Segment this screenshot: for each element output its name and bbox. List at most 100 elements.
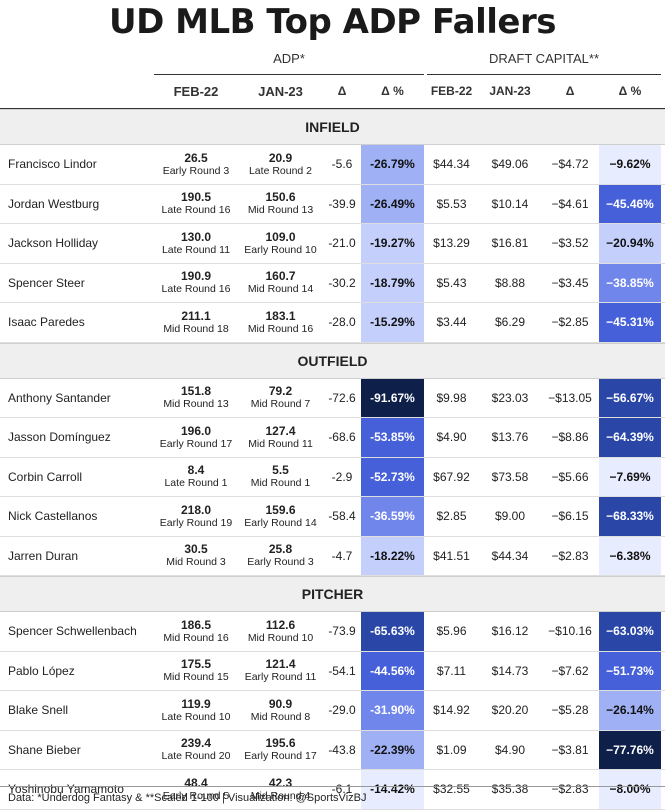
- adp-delta-pct-cell: -91.67%: [361, 378, 424, 417]
- jan-capital-column-header: JAN-23: [489, 84, 531, 98]
- capital-delta-pct-cell: −26.14%: [599, 691, 661, 730]
- feb-capital-cell: $13.29: [433, 236, 470, 251]
- jan-capital-cell: $23.03: [491, 390, 529, 405]
- feb-capital-cell: $4.90: [436, 430, 467, 445]
- adp-delta-cell: -21.0: [328, 236, 356, 251]
- feb-adp-round: Late Round 10: [161, 710, 231, 723]
- feb-adp-cell: 211.1 Mid Round 18: [154, 303, 238, 342]
- jan-adp-value: 112.6: [265, 617, 296, 632]
- adp-delta-pct-cell: -36.59%: [361, 497, 424, 536]
- adp-delta-cell: -58.4: [328, 509, 356, 524]
- jan-adp-cell: 121.4 Early Round 11: [238, 652, 323, 691]
- capital-delta-cell: −$2.83: [551, 782, 589, 797]
- feb-capital-cell: $32.55: [433, 782, 470, 797]
- table-row: Yoshinobu Yamamoto 48.4 Early Round 5 42.3 M…: [0, 770, 665, 810]
- jan-adp-round: Mid Round 4: [250, 789, 311, 802]
- jan-adp-round: Mid Round 16: [247, 322, 314, 335]
- data-table: ADP* DRAFT CAPITAL** FEB-22 JAN-23 Δ Δ %…: [0, 44, 665, 810]
- table-row: Spencer Steer 190.9 Late Round 16 160.7 Mid …: [0, 263, 665, 303]
- feb-adp-cell: 8.4 Late Round 1: [154, 458, 238, 497]
- jan-adp-cell: 109.0 Early Round 10: [238, 224, 323, 263]
- capital-delta-pct-cell: −45.46%: [599, 184, 661, 223]
- feb-adp-round: Late Round 11: [161, 243, 231, 256]
- section-header-infield: INFIELD: [0, 109, 665, 145]
- feb-adp-cell: 196.0 Early Round 17: [154, 418, 238, 457]
- adp-delta-pct-cell: -31.90%: [361, 691, 424, 730]
- section-header-outfield: OUTFIELD: [0, 342, 665, 379]
- feb-capital-cell: $44.34: [433, 157, 470, 172]
- feb-adp-round: Early Round 3: [162, 164, 230, 177]
- feb-adp-value: 151.8: [180, 384, 212, 399]
- feb-adp-cell: 239.4 Late Round 20: [154, 731, 238, 770]
- feb-adp-cell: 151.8 Mid Round 13: [154, 379, 238, 418]
- player-name-cell: Jordan Westburg: [8, 196, 100, 211]
- feb-adp-round: Mid Round 18: [163, 322, 229, 335]
- jan-capital-cell: $44.34: [491, 548, 529, 563]
- capital-delta-pct-cell: −68.33%: [599, 497, 661, 536]
- feb-adp-round: Mid Round 16: [163, 631, 229, 644]
- adp-delta-pct-column-header: Δ %: [381, 84, 404, 98]
- adp-delta-pct-cell: -53.85%: [361, 418, 424, 457]
- adp-delta-pct-cell: -44.56%: [361, 651, 424, 690]
- capital-delta-pct-cell: −38.85%: [599, 263, 661, 302]
- capital-delta-cell: −$8.86: [551, 430, 589, 445]
- jan-adp-round: Mid Round 13: [247, 204, 314, 217]
- adp-delta-cell: -54.1: [328, 663, 356, 678]
- jan-adp-value: 79.2: [268, 384, 293, 399]
- adp-group-header: ADP*: [154, 44, 424, 75]
- feb-adp-value: 8.4: [187, 463, 205, 478]
- feb-capital-cell: $5.53: [436, 196, 467, 211]
- jan-adp-round: Early Round 3: [247, 556, 314, 569]
- feb-adp-value: 239.4: [180, 736, 212, 751]
- feb-capital-cell: $67.92: [433, 469, 470, 484]
- capital-delta-cell: −$4.61: [551, 196, 589, 211]
- table-row: Blake Snell 119.9 Late Round 10 90.9 Mid Rou…: [0, 691, 665, 731]
- player-name-cell: Corbin Carroll: [8, 469, 83, 484]
- player-name-cell: Yoshinobu Yamamoto: [8, 782, 124, 797]
- adp-delta-cell: -2.9: [331, 469, 353, 484]
- feb-adp-cell: 186.5 Mid Round 16: [154, 612, 238, 651]
- feb-adp-round: Mid Round 13: [163, 398, 229, 411]
- capital-delta-pct-cell: −45.31%: [599, 303, 661, 342]
- capital-delta-pct-cell: −51.73%: [599, 651, 661, 690]
- table-row: Spencer Schwellenbach 186.5 Mid Round 16 11…: [0, 612, 665, 652]
- jan-adp-value: 5.5: [272, 463, 289, 478]
- table-row: Corbin Carroll 8.4 Late Round 1 5.5 Mid Roun…: [0, 457, 665, 497]
- table-row: Pablo López 175.5 Mid Round 15 121.4 Early R…: [0, 651, 665, 691]
- jan-adp-round: Early Round 17: [244, 750, 317, 763]
- jan-adp-column-header: JAN-23: [258, 83, 303, 99]
- capital-delta-pct-cell: −77.76%: [599, 730, 661, 769]
- jan-adp-cell: 150.6 Mid Round 13: [238, 185, 323, 224]
- capital-delta-pct-cell: −20.94%: [599, 224, 661, 263]
- feb-adp-cell: 130.0 Late Round 11: [154, 224, 238, 263]
- feb-capital-column-header: FEB-22: [430, 84, 473, 98]
- jan-adp-value: 195.6: [265, 736, 296, 751]
- adp-delta-pct-cell: -65.63%: [361, 612, 424, 651]
- capital-delta-cell: −$2.85: [551, 315, 589, 330]
- table-row: Nick Castellanos 218.0 Early Round 19 159.6…: [0, 497, 665, 537]
- feb-capital-cell: $5.43: [436, 275, 467, 290]
- feb-adp-cell: 26.5 Early Round 3: [154, 145, 238, 184]
- feb-adp-column-header: FEB-22: [173, 83, 219, 99]
- jan-capital-cell: $9.00: [494, 509, 526, 524]
- feb-capital-cell: $41.51: [433, 548, 470, 563]
- player-name-cell: Spencer Schwellenbach: [8, 624, 137, 639]
- adp-delta-pct-cell: -19.27%: [361, 224, 424, 263]
- jan-adp-value: 121.4: [265, 657, 296, 672]
- capital-delta-pct-cell: −56.67%: [599, 378, 661, 417]
- feb-adp-round: Early Round 19: [159, 516, 233, 529]
- jan-adp-round: Mid Round 11: [248, 437, 313, 450]
- table-row: Jackson Holliday 130.0 Late Round 11 109.0 E…: [0, 224, 665, 264]
- jan-adp-cell: 112.6 Mid Round 10: [238, 612, 323, 651]
- player-name-cell: Spencer Steer: [8, 275, 85, 290]
- jan-adp-cell: 25.8 Early Round 3: [238, 537, 323, 576]
- feb-adp-value: 186.5: [180, 617, 212, 632]
- capital-group-header: DRAFT CAPITAL**: [427, 44, 661, 75]
- jan-adp-value: 127.4: [265, 423, 296, 438]
- jan-adp-cell: 195.6 Early Round 17: [238, 731, 323, 770]
- jan-capital-cell: $10.14: [491, 196, 529, 211]
- capital-delta-pct-cell: −9.62%: [599, 145, 661, 184]
- jan-capital-cell: $73.58: [491, 469, 529, 484]
- jan-adp-round: Late Round 2: [248, 164, 313, 177]
- feb-adp-value: 130.0: [180, 229, 212, 244]
